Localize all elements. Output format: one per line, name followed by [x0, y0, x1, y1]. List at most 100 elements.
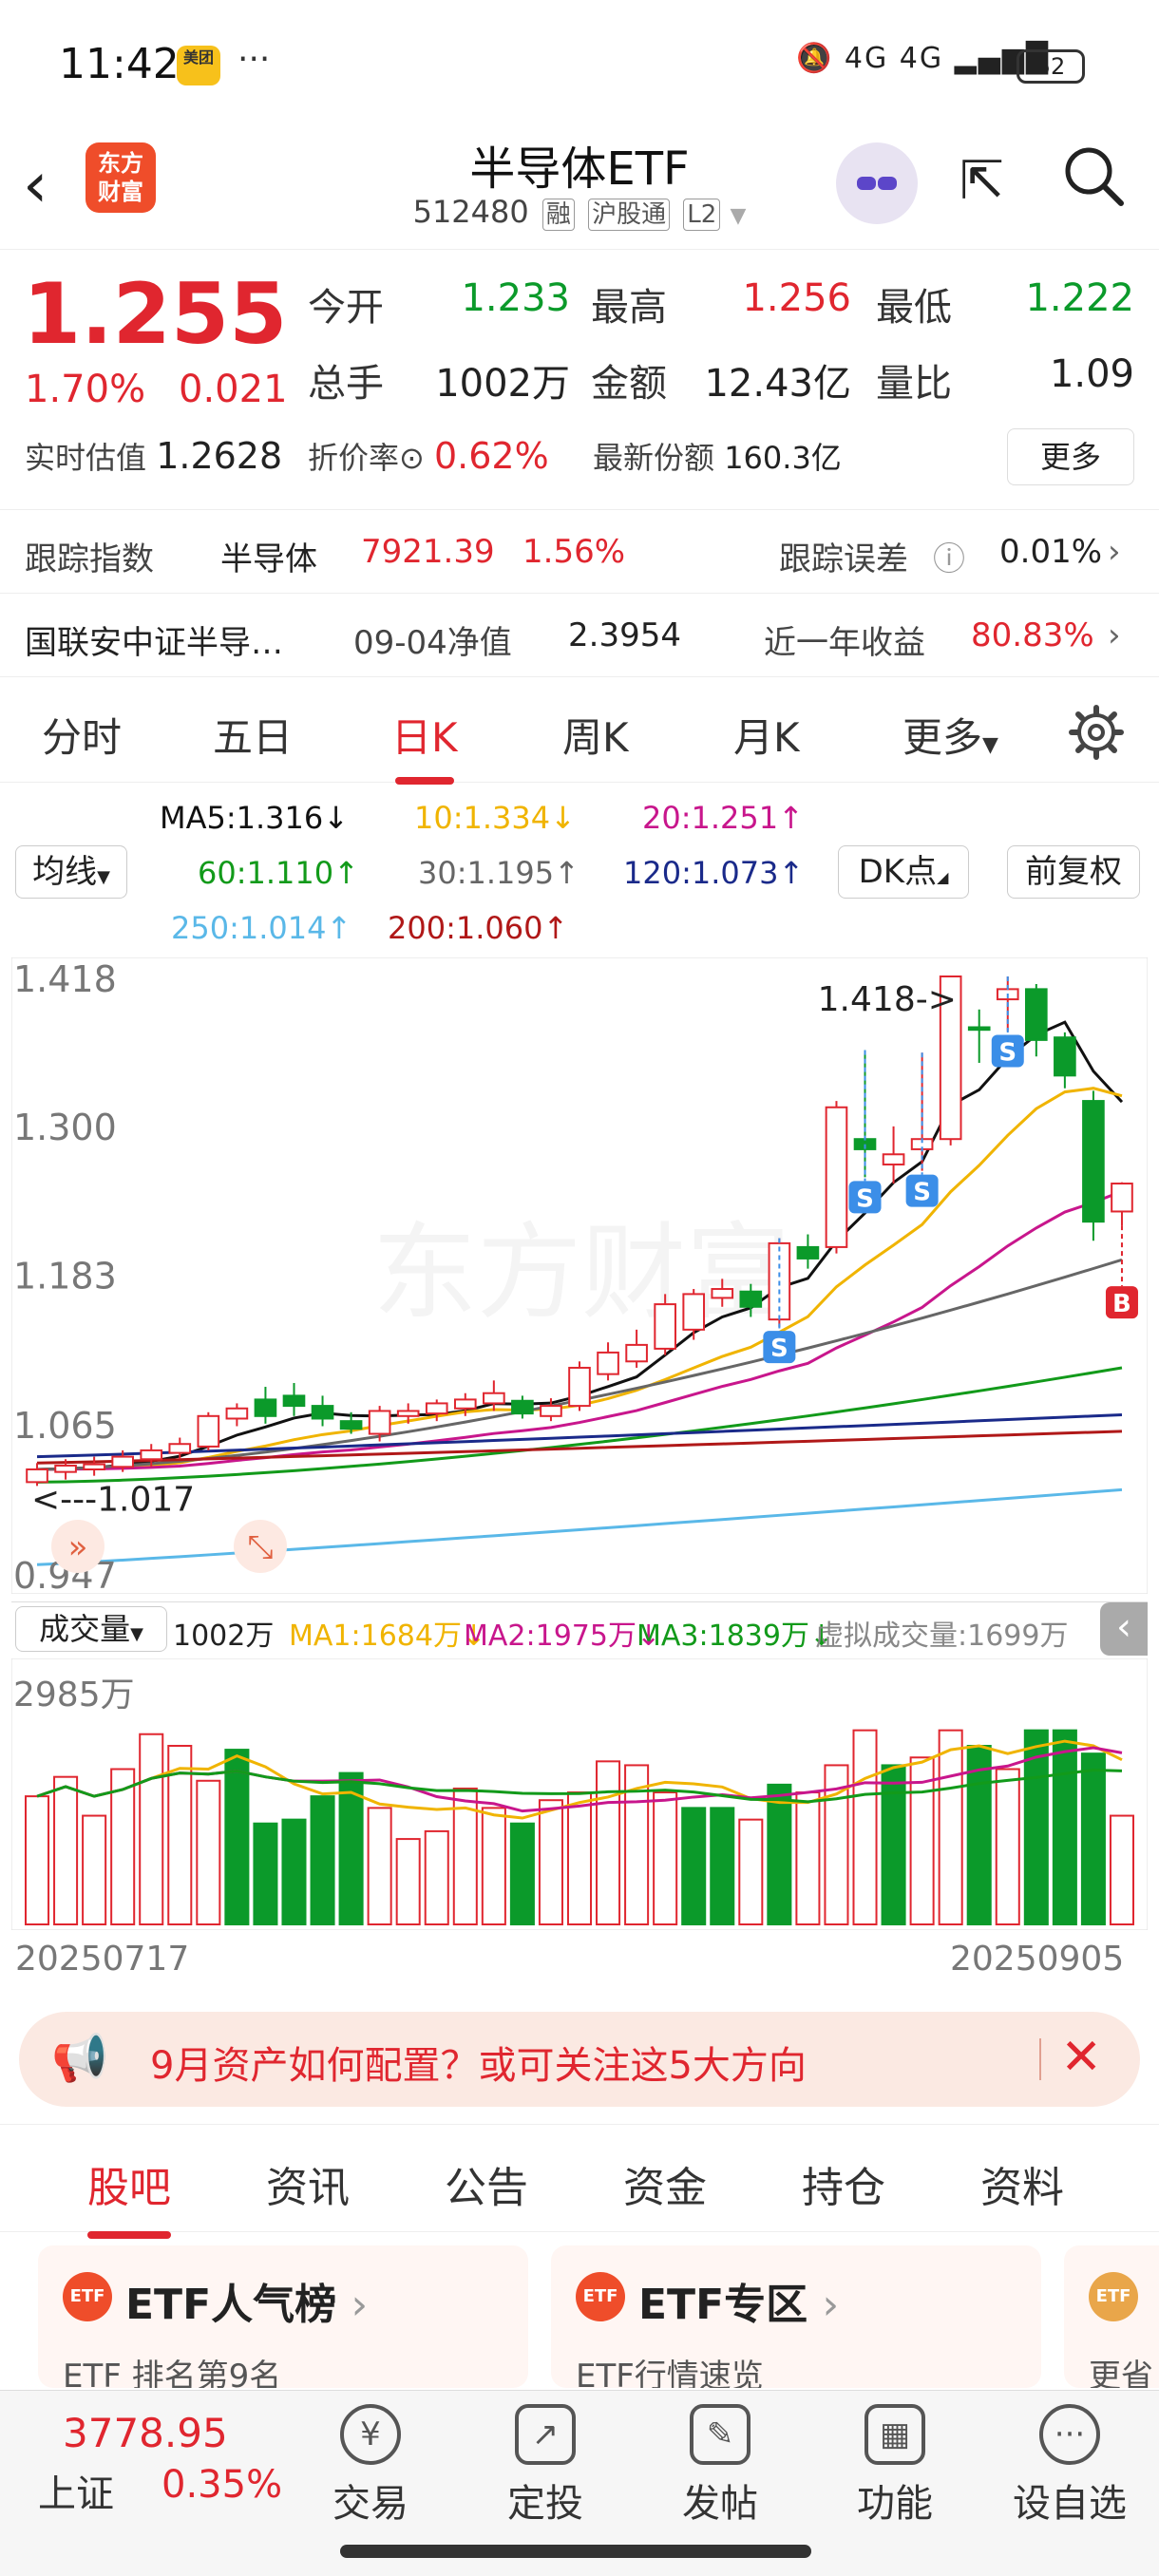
nav-invest-plan[interactable]: ↗ 定投 — [488, 2404, 602, 2528]
nav-functions-label: 功能 — [857, 2482, 933, 2526]
candle-body — [168, 1443, 192, 1454]
volume-value: 1002万 — [173, 1619, 275, 1653]
signal-label: S — [770, 1335, 788, 1363]
clock: 11:42 — [59, 40, 180, 88]
info-icon[interactable]: ⊙ — [399, 440, 425, 476]
dropdown-icon: ▼ — [982, 733, 998, 757]
tab-news[interactable]: 资讯 — [266, 2164, 350, 2212]
etf-save-card[interactable]: ETF 更省 — [1064, 2245, 1159, 2388]
candle-body — [54, 1464, 77, 1473]
tag-margin: 融 — [542, 199, 575, 231]
ma-line-selector[interactable]: 均线▼ — [15, 845, 127, 899]
nav-watchlist[interactable]: ··· 设自选 — [1013, 2404, 1127, 2528]
nav-functions[interactable]: ▦ 功能 — [838, 2404, 952, 2528]
tab-intraday[interactable]: 分时 — [42, 714, 123, 761]
volume-legend: 成交量▼ 1002万 MA1:1684万↓ MA2:1975万↓ MA3:183… — [11, 1601, 1148, 1656]
volume-ratio-label: 量比 — [876, 362, 952, 406]
volume-bar — [1080, 1752, 1106, 1925]
page-title: 半导体ETF — [469, 142, 690, 196]
nav-label: 09-04净值 — [353, 624, 512, 662]
volume-bar — [824, 1764, 849, 1925]
card-subtitle: ETF 排名第9名 — [63, 2358, 282, 2388]
dk-point-button[interactable]: DK点◢ — [838, 845, 969, 899]
promo-banner[interactable]: 📢 9月资产如何配置？或可关注这5大方向 ✕ — [19, 2012, 1140, 2107]
eastmoney-logo[interactable]: 东方 财富 — [86, 142, 156, 213]
ma120-legend: 120:1.073↑ — [623, 855, 805, 891]
volume-chart[interactable]: 2985万 — [11, 1658, 1148, 1930]
amount-value: 12.43亿 — [704, 362, 851, 406]
signal-badge — [905, 1174, 939, 1207]
help-icon[interactable]: ⓘ — [933, 540, 965, 578]
etf-zone-card[interactable]: ETF ETF专区 › ETF行情速览 — [551, 2245, 1041, 2388]
search-icon[interactable] — [1062, 144, 1125, 207]
nav-post[interactable]: ✎ 发帖 — [663, 2404, 777, 2528]
fast-forward-icon[interactable]: » — [51, 1520, 104, 1573]
chart-bar-icon: ETF — [63, 2272, 112, 2321]
low-label: 最低 — [876, 286, 952, 330]
nav-value: 2.3954 — [568, 616, 681, 654]
home-indicator — [340, 2545, 811, 2558]
status-bar: 11:42 美团 ··· 🔕 4G 4G ▂▄▆█ 52 — [0, 0, 1159, 123]
period-tabs: 分时 五日 日K 周K 月K 更多▼ — [0, 676, 1159, 785]
nav-trade-label: 交易 — [332, 2482, 408, 2526]
nav-trade[interactable]: ¥ 交易 — [314, 2404, 428, 2528]
tab-funds[interactable]: 资金 — [623, 2164, 707, 2212]
volume-bar — [367, 1807, 392, 1925]
fast-forward-glyph: » — [68, 1528, 88, 1566]
signal-label: S — [913, 1179, 931, 1207]
volume-max-tick: 2985万 — [13, 1676, 135, 1714]
index-ticker[interactable]: 3778.95 上证 0.35% — [0, 2391, 285, 2533]
chevron-down-icon[interactable]: ▼ — [730, 204, 747, 228]
candle-body — [711, 1288, 734, 1299]
index-name: 上证 — [38, 2472, 114, 2516]
fund-row[interactable]: 国联安中证半导… 09-04净值 2.3954 近一年收益 80.83% › — [0, 593, 1159, 676]
volume-bar — [1052, 1729, 1077, 1925]
tab-five-day[interactable]: 五日 — [213, 714, 294, 761]
vol-ma3-legend: MA3:1839万↓ — [636, 1619, 834, 1653]
ma30-legend: 30:1.195↑ — [418, 855, 580, 891]
candle-body — [396, 1410, 420, 1417]
tab-forum[interactable]: 股吧 — [87, 2153, 171, 2239]
open-label: 今开 — [308, 286, 384, 330]
etf-popularity-card[interactable]: ETF ETF人气榜 › ETF 排名第9名 — [38, 2245, 528, 2388]
ai-assistant-icon[interactable] — [836, 142, 918, 224]
volume-label: 总手 — [308, 362, 384, 406]
robot-eye — [857, 177, 876, 190]
ma-line-ma120 — [36, 1412, 1123, 1459]
adjust-mode-button[interactable]: 前复权 — [1007, 845, 1140, 899]
volume-indicator-selector[interactable]: 成交量▼ — [15, 1606, 167, 1652]
chevron-right-icon: › — [1108, 616, 1121, 654]
tab-holdings[interactable]: 持仓 — [802, 2164, 885, 2212]
candle-body — [625, 1343, 648, 1363]
signal-badge — [763, 1331, 796, 1364]
tab-profile[interactable]: 资料 — [980, 2164, 1064, 2212]
tab-weekly-k[interactable]: 周K — [562, 714, 629, 761]
tracking-row[interactable]: 跟踪指数 半导体 7921.39 1.56% 跟踪误差 ⓘ 0.01% › — [0, 509, 1159, 593]
y-tick-label: 1.065 — [13, 1405, 117, 1447]
close-icon[interactable]: ✕ — [1060, 2029, 1102, 2086]
candle-body — [453, 1398, 477, 1410]
watermark: 东方财富 — [372, 1215, 790, 1332]
settings-gear-icon[interactable] — [1068, 704, 1125, 761]
tag-l2: L2 — [683, 199, 721, 231]
tab-daily-k[interactable]: 日K — [391, 706, 458, 785]
tracking-index: 半导体 — [220, 540, 317, 578]
candle-body — [597, 1351, 619, 1375]
virtual-volume: 虚拟成交量:1699万 — [815, 1619, 1069, 1653]
nav-post-label: 发帖 — [682, 2482, 758, 2526]
volume-bar — [995, 1768, 1020, 1925]
back-icon[interactable]: ‹ — [23, 148, 48, 221]
content-tabs: 股吧 资讯 公告 资金 持仓 资料 — [0, 2124, 1159, 2239]
more-button[interactable]: 更多 — [1007, 428, 1134, 485]
volume-bar — [966, 1744, 992, 1925]
amount-label: 金额 — [591, 362, 667, 406]
shares: 最新份额 160.3亿 — [593, 434, 842, 478]
collapse-panel-icon[interactable]: ‹ — [1100, 1602, 1148, 1656]
share-icon[interactable]: ⇱ — [960, 150, 1004, 212]
tab-monthly-k[interactable]: 月K — [733, 714, 800, 761]
tab-more[interactable]: 更多▼ — [902, 706, 998, 764]
expand-icon[interactable]: ⤡ — [234, 1520, 287, 1573]
tab-announcements[interactable]: 公告 — [445, 2164, 528, 2212]
candle-body — [368, 1410, 391, 1435]
